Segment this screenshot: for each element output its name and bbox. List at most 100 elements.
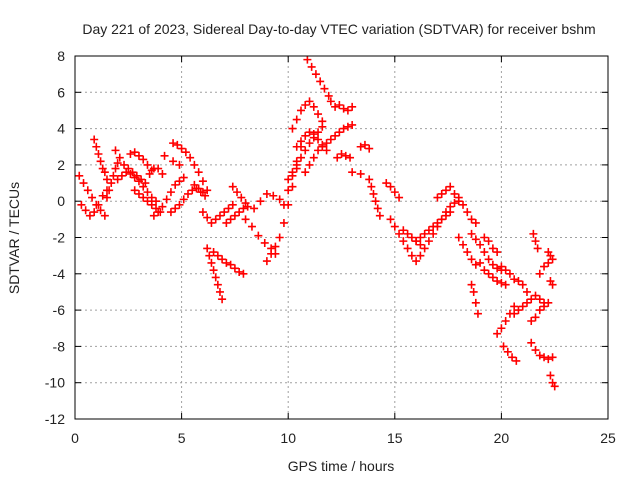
data-point (550, 382, 559, 391)
data-point (175, 200, 184, 209)
data-point (412, 237, 421, 246)
data-point (386, 182, 395, 191)
series-arc-29 (331, 101, 357, 115)
series-arc-41 (450, 189, 480, 227)
data-point (279, 218, 288, 227)
data-point (239, 204, 248, 213)
data-point (305, 128, 314, 137)
data-point (343, 122, 352, 131)
series-arc-26 (288, 97, 327, 133)
data-point (493, 329, 502, 338)
data-point (203, 213, 212, 222)
data-point (360, 140, 369, 149)
series-arc-33 (348, 168, 365, 178)
data-point (446, 202, 455, 211)
data-point (484, 255, 493, 264)
data-point (326, 135, 335, 144)
data-point (322, 139, 331, 148)
y-tick-label: 6 (57, 84, 65, 100)
data-point (115, 153, 124, 162)
series-arc-45 (476, 258, 510, 289)
data-point (493, 277, 502, 286)
series-arc-11 (160, 151, 184, 169)
y-tick-label: -10 (45, 375, 65, 391)
data-point (339, 104, 348, 113)
data-point (493, 248, 502, 257)
data-point (143, 160, 152, 169)
data-point (533, 244, 542, 253)
data-point (188, 186, 197, 195)
series-arc-35 (382, 179, 404, 202)
data-point (403, 229, 412, 238)
data-point (546, 371, 555, 380)
data-point (463, 208, 472, 217)
series-arc-58 (546, 277, 557, 289)
data-point (181, 148, 190, 157)
data-point (226, 260, 235, 269)
data-point (337, 150, 346, 159)
data-point (488, 260, 497, 269)
chart-title: Day 221 of 2023, Sidereal Day-to-day VTE… (82, 21, 595, 37)
data-point (175, 160, 184, 169)
data-point (540, 262, 549, 271)
series-arc-30 (331, 120, 357, 140)
x-tick-label: 25 (600, 430, 616, 446)
series-arc-47 (493, 302, 519, 338)
data-point (441, 186, 450, 195)
data-point (96, 206, 105, 215)
data-point (143, 188, 152, 197)
data-point (85, 211, 94, 220)
data-point (211, 273, 220, 282)
data-point (262, 257, 271, 266)
data-point (399, 237, 408, 246)
x-tick-label: 15 (387, 430, 403, 446)
data-point (296, 153, 305, 162)
data-point (147, 200, 156, 209)
data-point (429, 229, 438, 238)
data-point (416, 233, 425, 242)
data-point (305, 139, 314, 148)
data-point (218, 295, 227, 304)
data-point (194, 168, 203, 177)
data-point (510, 302, 519, 311)
data-point (288, 168, 297, 177)
data-point (120, 160, 129, 169)
data-point (143, 197, 152, 206)
data-point (292, 160, 301, 169)
data-point (480, 248, 489, 257)
data-point (207, 258, 216, 267)
data-point (98, 191, 107, 200)
data-point (256, 197, 265, 206)
data-point (488, 244, 497, 253)
data-point (218, 255, 227, 264)
data-point (175, 177, 184, 186)
data-point (224, 204, 233, 213)
data-point (288, 124, 297, 133)
data-point (213, 251, 222, 260)
series-arc-19 (228, 182, 250, 208)
data-point (314, 128, 323, 137)
data-point (450, 199, 459, 208)
data-point (320, 84, 329, 93)
data-point (386, 215, 395, 224)
data-point (154, 208, 163, 217)
data-point (209, 266, 218, 275)
data-point (271, 242, 280, 251)
data-point (305, 160, 314, 169)
series-arc-52 (527, 298, 553, 325)
data-point (107, 179, 116, 188)
series-arc-40 (433, 182, 455, 202)
data-point (395, 193, 404, 202)
data-point (203, 244, 212, 253)
x-tick-label: 10 (280, 430, 296, 446)
data-point (215, 287, 224, 296)
data-point (326, 97, 335, 106)
data-point (309, 153, 318, 162)
x-tick-label: 5 (178, 430, 186, 446)
data-point (94, 200, 103, 209)
data-point (514, 306, 523, 315)
data-point (230, 211, 239, 220)
data-point (100, 168, 109, 177)
data-point (169, 139, 178, 148)
data-point (531, 237, 540, 246)
